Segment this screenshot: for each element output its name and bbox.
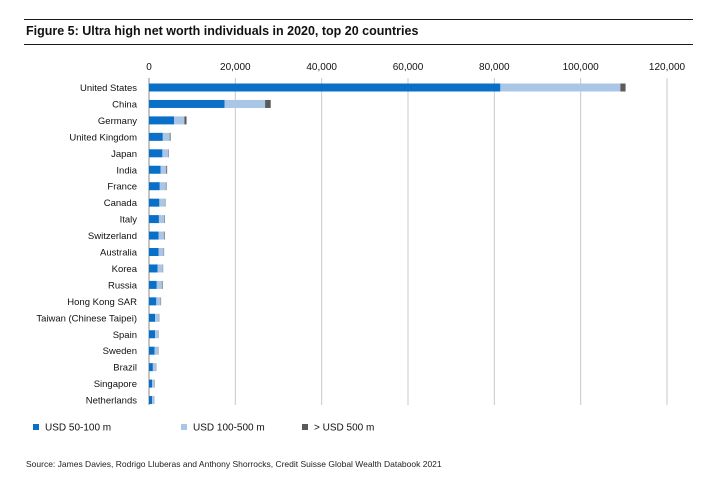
chart-title: Figure 5: Ultra high net worth individua…	[26, 24, 419, 38]
bar-segment-2	[156, 280, 162, 289]
bar-segment-2	[160, 165, 167, 174]
x-tick-label: 20,000	[220, 62, 251, 73]
bar-segment-2	[157, 264, 163, 273]
bar-segment-1	[149, 83, 501, 92]
category-label: Italy	[120, 215, 138, 226]
bar-segment-1	[149, 182, 160, 191]
bar-segment-2	[159, 182, 166, 191]
bar-segment-2	[174, 116, 185, 125]
bar-segment-3	[169, 132, 171, 141]
category-label: Sweden	[103, 346, 137, 357]
bar-segment-1	[149, 165, 161, 174]
category-label: Hong Kong SAR	[67, 297, 137, 308]
bar-segment-1	[149, 346, 155, 355]
category-label: United States	[80, 83, 137, 94]
category-label: Singapore	[94, 379, 137, 390]
legend-swatch	[302, 424, 308, 430]
legend-swatch	[181, 424, 187, 430]
top-rule	[24, 19, 693, 20]
x-tick-label: 80,000	[479, 62, 510, 73]
category-label: Australia	[100, 248, 138, 259]
bar-segment-3	[166, 165, 168, 174]
bar-segment-2	[158, 231, 165, 240]
bar-segment-1	[149, 313, 156, 322]
title-rule	[24, 44, 693, 45]
category-label: Brazil	[113, 363, 137, 374]
bar-segment-3	[184, 116, 187, 125]
bar-segment-1	[149, 99, 225, 108]
x-tick-label: 0	[146, 62, 152, 73]
bar-segment-2	[156, 297, 161, 306]
category-label: France	[107, 182, 137, 193]
stacked-bar-chart: 0 20,000 40,000 60,000 80,000 100,000 120,000 U…	[33, 62, 686, 434]
bar-segment-3	[161, 280, 163, 289]
bar-segment-3	[165, 182, 167, 191]
category-label: Spain	[113, 330, 137, 341]
bar-segment-1	[149, 280, 157, 289]
legend-swatch	[33, 424, 39, 430]
bar-segment-1	[149, 396, 153, 405]
bar-segment-1	[149, 297, 157, 306]
bar-segment-2	[152, 396, 155, 405]
category-label: India	[116, 165, 137, 176]
bar-segment-1	[149, 248, 159, 256]
x-tick-label: 120,000	[649, 62, 686, 73]
legend-label: > USD 500 m	[314, 423, 374, 434]
bar-segment-3	[620, 83, 626, 92]
x-tick-label: 60,000	[393, 62, 424, 73]
bar-segment-1	[149, 363, 153, 372]
category-label: China	[112, 99, 138, 110]
bar-segment-2	[158, 248, 164, 256]
bar-segment-2	[158, 215, 165, 224]
bar-segment-3	[265, 99, 271, 108]
category-label: Switzerland	[88, 231, 137, 242]
category-label: Germany	[98, 116, 137, 127]
bar-segment-1	[149, 330, 156, 339]
bar-segment-1	[149, 231, 159, 240]
source-note: Source: James Davies, Rodrigo Lluberas a…	[26, 459, 442, 469]
category-label: Russia	[108, 280, 138, 291]
legend-label: USD 50-100 m	[45, 423, 111, 434]
bar-segment-1	[149, 132, 163, 141]
category-label: Canada	[104, 198, 138, 209]
bar-segment-1	[149, 264, 158, 273]
bar-segment-2	[152, 379, 155, 388]
bar-segment-1	[149, 379, 153, 388]
bar-segment-2	[500, 83, 621, 92]
bar-segment-1	[149, 215, 159, 224]
bar-segment-2	[162, 132, 170, 141]
bar-segment-3	[164, 231, 165, 240]
category-label: Taiwan (Chinese Taipei)	[36, 313, 137, 324]
x-tick-label: 40,000	[306, 62, 337, 73]
bar-segment-2	[155, 313, 159, 322]
legend-label: USD 100-500 m	[193, 423, 265, 434]
bar-segment-2	[152, 363, 156, 372]
bar-segment-1	[149, 198, 160, 207]
x-tick-label: 100,000	[563, 62, 600, 73]
category-label: Japan	[111, 149, 137, 160]
bar-segment-1	[149, 149, 163, 158]
category-label: Korea	[112, 264, 138, 275]
bar-segment-2	[162, 149, 169, 158]
bar-segment-2	[154, 346, 159, 355]
category-label: Netherlands	[86, 396, 137, 407]
bar-segment-2	[159, 198, 165, 207]
bar-segment-2	[224, 99, 266, 108]
bar-segment-1	[149, 116, 175, 125]
bar-segment-2	[155, 330, 159, 339]
category-label: United Kingdom	[69, 132, 137, 143]
